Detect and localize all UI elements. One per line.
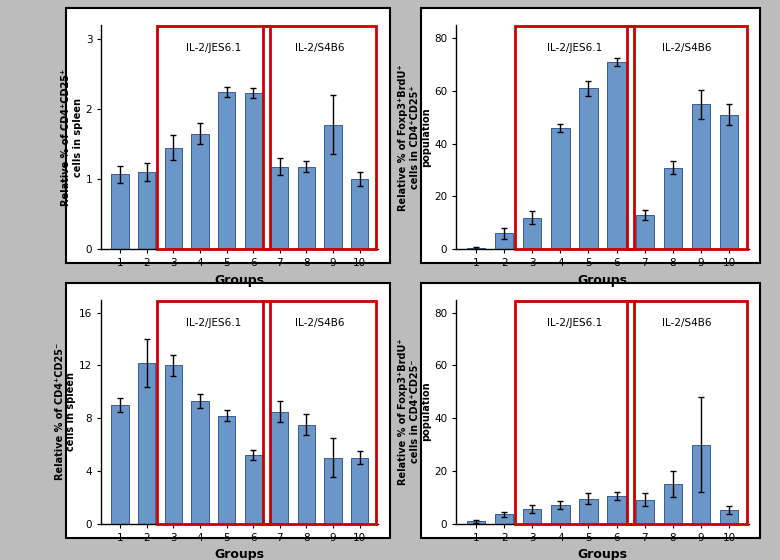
Text: IL-2/JES6.1: IL-2/JES6.1 — [547, 43, 602, 53]
Bar — [298, 425, 315, 524]
X-axis label: Groups: Groups — [215, 548, 265, 560]
Bar — [324, 124, 342, 249]
Bar — [324, 458, 342, 524]
Bar — [351, 458, 368, 524]
Bar — [627, 301, 746, 524]
Bar — [138, 172, 155, 249]
Y-axis label: Relative % of CD4⁺CD25⁻
cells in spleen: Relative % of CD4⁺CD25⁻ cells in spleen — [55, 343, 76, 480]
X-axis label: Groups: Groups — [577, 274, 628, 287]
X-axis label: Groups: Groups — [577, 548, 628, 560]
Bar — [636, 215, 654, 249]
Text: IL-2/S4B6: IL-2/S4B6 — [662, 43, 711, 53]
Bar — [495, 234, 513, 249]
Y-axis label: Relative % of Foxp3⁺BrdU⁺
cells in CD4⁺CD25⁺
population: Relative % of Foxp3⁺BrdU⁺ cells in CD4⁺C… — [398, 64, 431, 211]
Bar — [157, 301, 270, 524]
Text: IL-2/S4B6: IL-2/S4B6 — [662, 318, 711, 328]
Bar — [523, 218, 541, 249]
Bar — [467, 521, 485, 524]
Text: IL-2/S4B6: IL-2/S4B6 — [295, 43, 345, 53]
Bar — [636, 500, 654, 524]
Bar — [551, 505, 569, 524]
X-axis label: Groups: Groups — [215, 274, 265, 287]
Bar — [627, 26, 746, 249]
Bar — [271, 167, 289, 249]
Bar — [692, 445, 710, 524]
Bar — [664, 167, 682, 249]
Bar — [351, 179, 368, 249]
Bar — [271, 412, 289, 524]
Bar — [191, 401, 208, 524]
Text: IL-2/JES6.1: IL-2/JES6.1 — [186, 318, 241, 328]
Bar — [112, 174, 129, 249]
Bar — [515, 301, 634, 524]
Bar — [467, 248, 485, 249]
Bar — [608, 62, 626, 249]
Bar — [720, 510, 738, 524]
Bar — [551, 128, 569, 249]
Bar — [515, 26, 634, 249]
Y-axis label: Relative % of Foxp3⁺BrdU⁺
cells in CD4⁺CD25⁻
population: Relative % of Foxp3⁺BrdU⁺ cells in CD4⁺C… — [398, 338, 431, 485]
Bar — [218, 92, 236, 249]
Bar — [263, 26, 376, 249]
Bar — [165, 148, 182, 249]
Bar — [580, 88, 597, 249]
Bar — [263, 301, 376, 524]
Bar — [523, 509, 541, 524]
Bar — [138, 363, 155, 524]
Bar — [244, 93, 262, 249]
Bar — [112, 405, 129, 524]
Bar — [218, 416, 236, 524]
Bar — [720, 115, 738, 249]
Bar — [191, 134, 208, 249]
Bar — [580, 498, 597, 524]
Text: IL-2/JES6.1: IL-2/JES6.1 — [547, 318, 602, 328]
Bar — [608, 496, 626, 524]
Bar — [244, 455, 262, 524]
Bar — [157, 26, 270, 249]
Bar — [664, 484, 682, 524]
Bar — [298, 167, 315, 249]
Bar — [495, 515, 513, 524]
Text: IL-2/S4B6: IL-2/S4B6 — [295, 318, 345, 328]
Bar — [165, 366, 182, 524]
Y-axis label: Relative % of CD4⁺CD25⁺
cells in spleen: Relative % of CD4⁺CD25⁺ cells in spleen — [62, 68, 83, 206]
Bar — [692, 104, 710, 249]
Text: IL-2/JES6.1: IL-2/JES6.1 — [186, 43, 241, 53]
